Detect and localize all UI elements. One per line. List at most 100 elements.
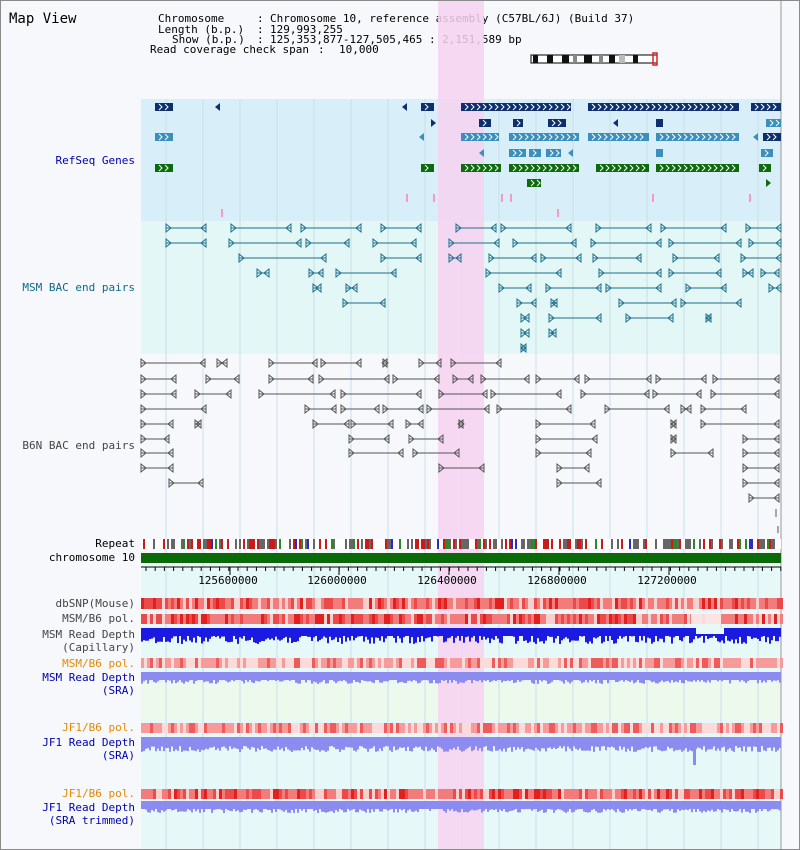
axis-tick-label: 126000000 xyxy=(307,574,367,587)
depth-bar xyxy=(367,636,369,640)
heat-cell xyxy=(561,614,564,624)
bac-end-marker xyxy=(305,237,312,249)
heat-cell xyxy=(333,614,336,624)
depth-bar xyxy=(651,809,653,812)
heat-cell xyxy=(435,723,438,733)
heat-cell xyxy=(423,598,426,609)
heat-cell xyxy=(234,723,237,733)
heat-cell xyxy=(567,723,570,733)
chromosome-bar xyxy=(141,553,781,563)
chromosome-ideogram[interactable] xyxy=(529,52,661,66)
track-label-refseq[interactable]: RefSeq Genes xyxy=(55,154,135,167)
track-label-jf1-b6-pol-2[interactable]: JF1/B6 pol. xyxy=(62,787,135,800)
track-label-msm-depth-sra[interactable]: MSM Read Depth xyxy=(42,671,135,684)
track-label-jf1-b6-pol[interactable]: JF1/B6 pol. xyxy=(62,721,135,734)
depth-bar xyxy=(583,809,585,812)
heat-cell xyxy=(645,658,648,668)
heat-cell xyxy=(408,598,411,609)
depth-bar xyxy=(493,636,495,640)
depth-bar xyxy=(737,809,739,812)
depth-bar xyxy=(157,636,159,642)
heat-cell xyxy=(318,789,321,799)
gene-strand-arrow xyxy=(611,164,616,172)
repeat-element xyxy=(655,539,657,549)
heat-cell xyxy=(720,598,723,609)
bac-end-marker xyxy=(355,222,362,234)
bac-end-marker xyxy=(330,403,337,415)
repeat-element xyxy=(757,539,759,549)
heat-cell xyxy=(327,614,330,624)
heat-cell xyxy=(678,658,681,668)
repeat-element xyxy=(443,539,445,549)
bac-end-marker xyxy=(745,222,752,234)
depth-bar xyxy=(445,809,447,813)
track-label-chromosome[interactable]: chromosome 10 xyxy=(48,551,135,564)
depth-bar xyxy=(187,680,189,683)
depth-bar xyxy=(413,636,415,644)
heat-cell xyxy=(360,658,363,668)
bac-end-marker xyxy=(710,388,717,400)
track-label-msm-b6-pol[interactable]: MSM/B6 pol. xyxy=(62,612,135,625)
depth-bar xyxy=(501,745,503,752)
track-label-repeat[interactable]: Repeat xyxy=(95,537,135,550)
heat-cell xyxy=(729,723,732,733)
heat-cell xyxy=(210,598,213,609)
depth-bar xyxy=(233,745,235,748)
heat-cell xyxy=(234,598,237,609)
depth-bar xyxy=(777,636,779,642)
heat-cell xyxy=(354,789,357,799)
depth-bar xyxy=(147,636,149,641)
repeat-element xyxy=(567,539,569,549)
depth-bar xyxy=(653,745,655,747)
heat-cell xyxy=(414,723,417,733)
track-label-dbsnp[interactable]: dbSNP(Mouse) xyxy=(55,597,135,610)
depth-bar xyxy=(227,680,229,683)
track-label-jf1-depth-trim[interactable]: JF1 Read Depth xyxy=(42,801,135,814)
depth-baseline xyxy=(141,737,781,745)
heat-cell xyxy=(519,658,522,668)
depth-bar xyxy=(227,809,229,811)
depth-bar xyxy=(453,745,455,748)
depth-bar xyxy=(363,809,365,812)
depth-bar xyxy=(349,636,351,641)
track-label-msm-depth-cap[interactable]: MSM Read Depth xyxy=(42,628,135,641)
heat-cell xyxy=(489,723,492,733)
gene-feature xyxy=(588,103,739,111)
depth-bar xyxy=(587,745,589,751)
heat-cell xyxy=(432,789,435,799)
heat-cell xyxy=(519,723,522,733)
heat-cell xyxy=(672,598,675,609)
depth-bar xyxy=(489,680,491,683)
depth-bar xyxy=(401,680,403,682)
track-label-jf1-depth-sra[interactable]: JF1 Read Depth xyxy=(42,736,135,749)
repeat-element xyxy=(271,539,273,549)
depth-bar xyxy=(235,745,237,749)
depth-bar xyxy=(329,745,331,747)
heat-cell xyxy=(585,723,588,733)
depth-bar xyxy=(563,680,565,684)
depth-bar xyxy=(269,636,271,640)
bac-end-marker xyxy=(660,222,667,234)
depth-bar xyxy=(383,745,385,748)
depth-bar xyxy=(595,809,597,812)
track-label-msm-b6-pol-2[interactable]: MSM/B6 pol. xyxy=(62,657,135,670)
track-label-msm-bac[interactable]: MSM BAC end pairs xyxy=(22,281,135,294)
heat-cell xyxy=(156,598,159,609)
depth-bar xyxy=(155,745,157,752)
depth-bar xyxy=(715,636,717,638)
depth-bar xyxy=(741,745,743,752)
depth-bar xyxy=(333,745,335,748)
depth-bar xyxy=(745,745,747,752)
depth-bar xyxy=(347,680,349,684)
gene-strand-arrow xyxy=(681,103,686,111)
heat-cell xyxy=(441,598,444,609)
repeat-element xyxy=(527,539,529,549)
heat-cell xyxy=(438,723,441,733)
depth-bar xyxy=(141,680,143,684)
depth-bar xyxy=(717,636,719,642)
depth-bar xyxy=(719,809,721,810)
depth-bar xyxy=(727,809,729,810)
track-label-b6n-bac[interactable]: B6N BAC end pairs xyxy=(22,439,135,452)
depth-bar xyxy=(259,809,261,813)
